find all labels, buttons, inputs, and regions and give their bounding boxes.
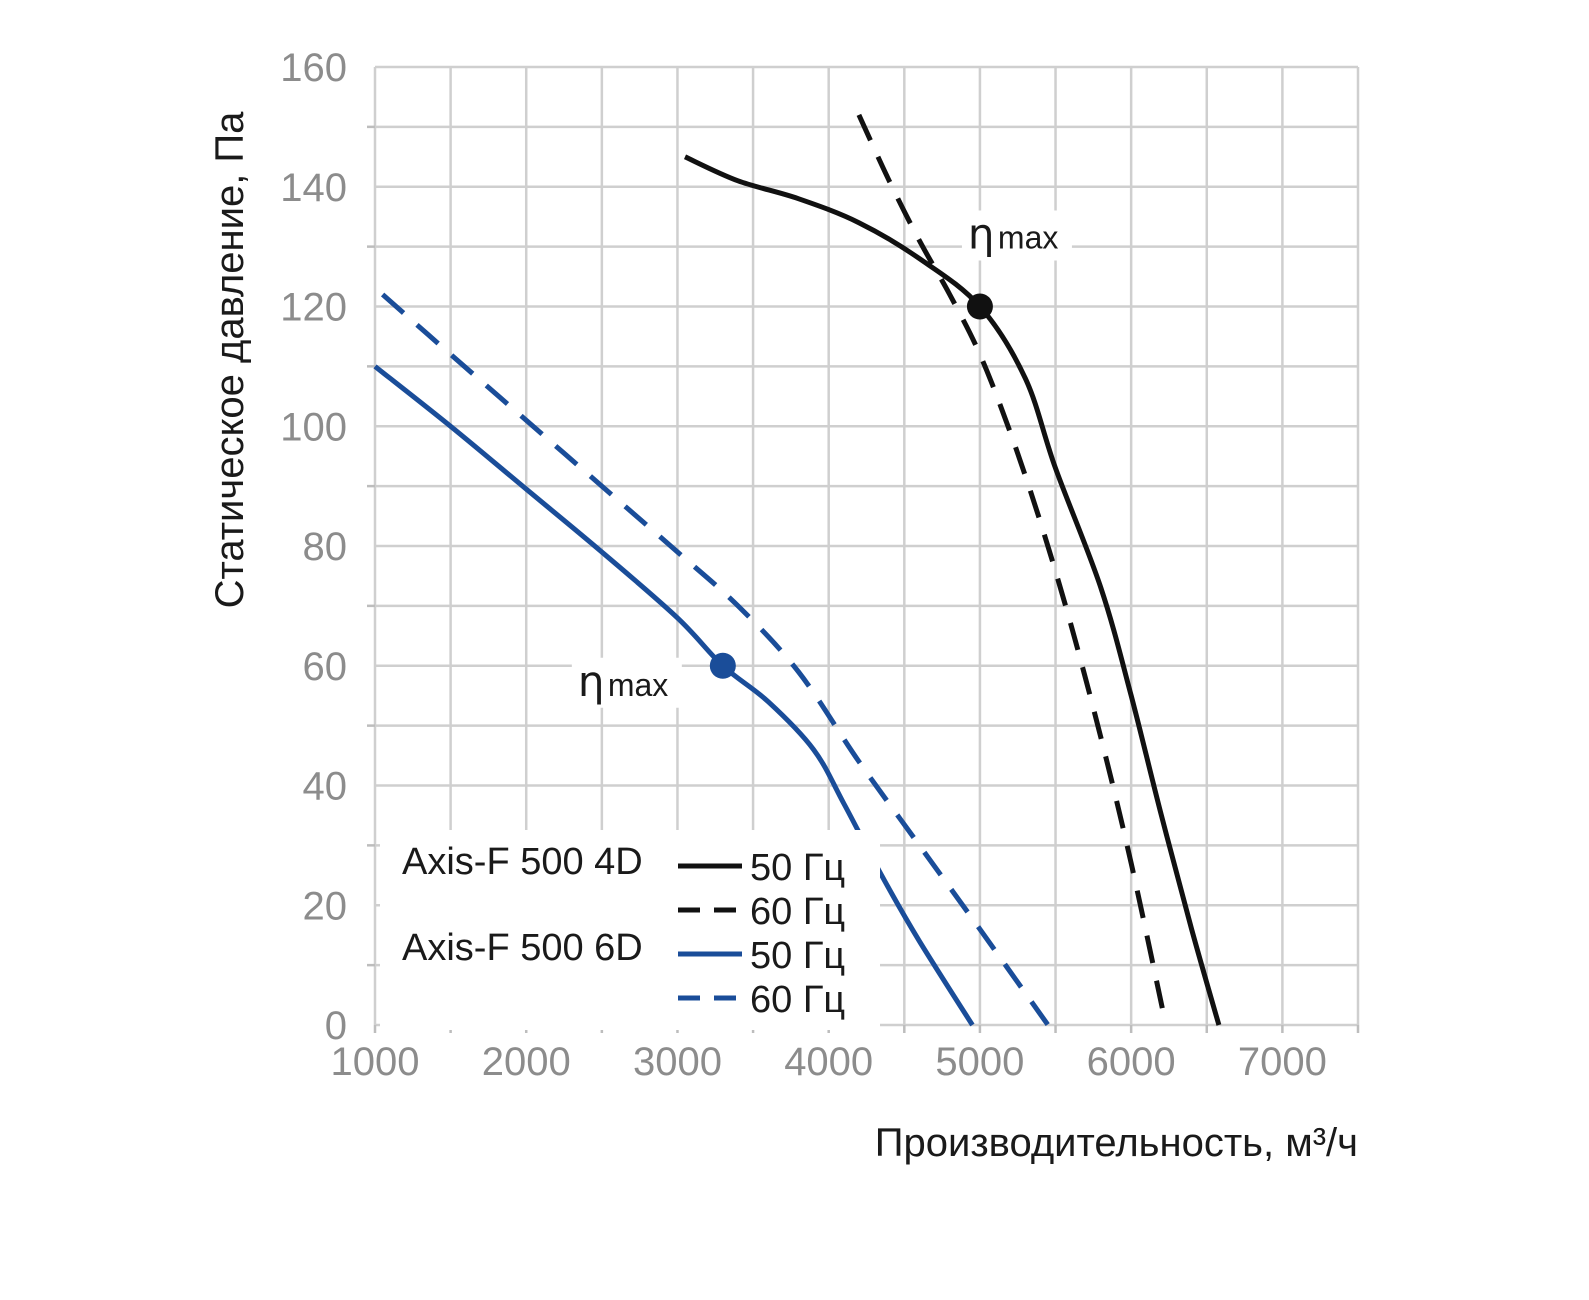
eta-max-label: max <box>998 220 1058 256</box>
eta-max-symbol: η <box>968 210 995 259</box>
series-lines <box>373 113 1222 1027</box>
legend-entry-4d-50: 50 Гц <box>750 847 845 889</box>
y-tick-label: 80 <box>303 525 348 569</box>
x-tick-label: 2000 <box>482 1040 571 1084</box>
x-tick-label: 6000 <box>1087 1040 1176 1084</box>
series-line-axis-f-500-4d-60hz <box>856 113 1169 1026</box>
series-line-axis-f-500-6d-60hz <box>380 292 1051 1027</box>
y-tick-label: 160 <box>280 46 347 90</box>
x-tick-label: 1000 <box>331 1040 420 1084</box>
series-line-axis-f-500-6d-50hz <box>373 364 975 1027</box>
y-tick-label: 60 <box>303 645 348 689</box>
y-tick-label: 40 <box>303 765 348 809</box>
y-tick-label: 20 <box>303 884 348 928</box>
x-axis-title: Производительность, м³/ч <box>875 1121 1358 1165</box>
y-tick-label: 140 <box>280 166 347 210</box>
series-line-axis-f-500-4d-50hz <box>683 154 1222 1026</box>
eta-max-point <box>709 652 736 679</box>
x-tick-label: 3000 <box>633 1040 722 1084</box>
y-tick-label: 100 <box>280 405 347 449</box>
legend-entry-6d-60: 60 Гц <box>750 979 845 1021</box>
x-tick-label: 5000 <box>935 1040 1024 1084</box>
legend-background <box>380 830 880 1030</box>
legend-entry-6d-50: 50 Гц <box>750 935 845 977</box>
legend-entry-4d-60: 60 Гц <box>750 891 845 933</box>
y-axis-title: Статическое давление, Па <box>208 111 252 609</box>
y-tick-label: 120 <box>280 286 347 330</box>
y-tick-label: 0 <box>325 1004 347 1048</box>
eta-max-label: max <box>608 667 668 703</box>
legend: Axis-F 500 4D Axis-F 500 6D 50 Гц 60 Гц … <box>380 830 880 1030</box>
x-tick-label: 7000 <box>1238 1040 1327 1084</box>
x-tick-label: 4000 <box>784 1040 873 1084</box>
eta-max-point <box>966 293 993 320</box>
legend-model-2: Axis-F 500 6D <box>402 927 643 969</box>
eta-label-background <box>571 657 682 708</box>
eta-label-background <box>961 210 1072 261</box>
tick-labels: 1000 2000 3000 4000 5000 6000 7000 0 20 40 60 80 100… <box>280 46 1327 1084</box>
eta-max-symbol: η <box>578 657 605 706</box>
legend-model-1: Axis-F 500 4D <box>402 841 643 883</box>
